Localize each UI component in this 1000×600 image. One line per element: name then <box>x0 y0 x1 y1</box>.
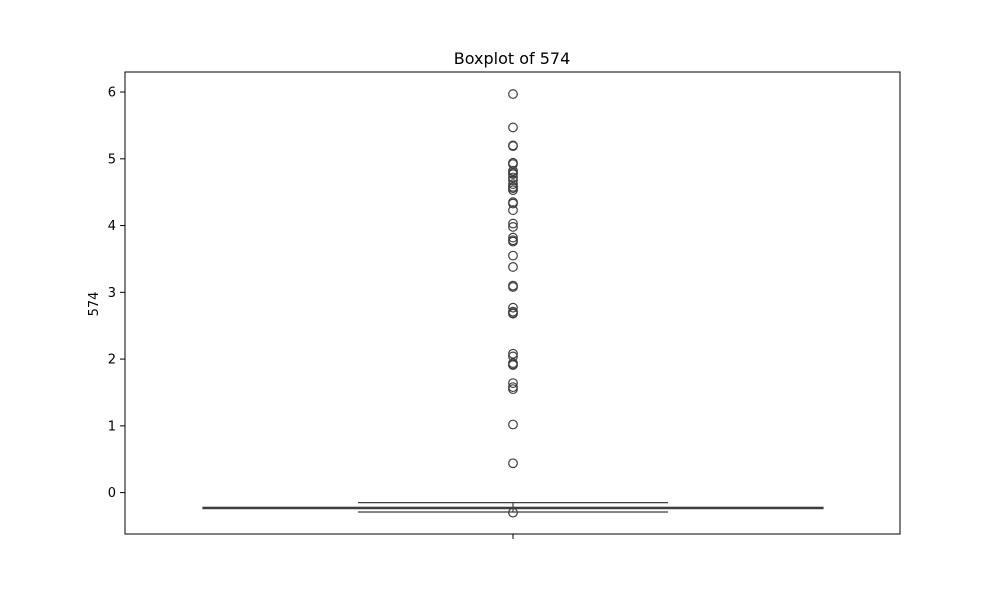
outlier-point <box>508 348 518 359</box>
outlier-point <box>508 458 518 469</box>
y-tick-label: 6 <box>108 86 116 101</box>
outlier-point <box>508 236 518 247</box>
outlier-point <box>508 218 518 229</box>
outlier-point <box>508 122 518 133</box>
outlier-point <box>508 282 518 292</box>
outlier-point <box>508 378 518 389</box>
outlier-point <box>508 419 518 430</box>
y-tick-label: 1 <box>108 419 116 434</box>
outlier-point <box>508 250 518 261</box>
boxplot <box>202 89 824 518</box>
y-axis: 0 1 2 3 4 5 6 <box>108 86 125 501</box>
outlier-point <box>508 302 518 313</box>
y-tick-label: 0 <box>108 486 116 501</box>
outlier-point <box>508 198 518 209</box>
outlier-point <box>508 232 518 243</box>
outlier-point <box>508 384 518 395</box>
outlier-point <box>508 262 518 272</box>
outlier-point <box>508 172 518 183</box>
outlier-point <box>508 141 518 152</box>
chart-title: Boxplot of 574 <box>454 49 571 68</box>
outlier-point <box>508 179 518 190</box>
outlier-point <box>508 308 518 319</box>
y-axis-label: 574 <box>87 292 102 317</box>
outlier-point <box>508 507 518 518</box>
outlier-point <box>508 185 518 196</box>
outlier-point <box>508 89 518 99</box>
y-tick-label: 4 <box>108 219 116 234</box>
outlier-point <box>508 221 518 232</box>
y-tick-label: 3 <box>108 286 116 301</box>
outlier-point <box>508 205 518 216</box>
outlier-point <box>508 360 518 370</box>
outlier-point <box>508 169 518 180</box>
y-tick-label: 2 <box>108 353 116 368</box>
y-tick-label: 5 <box>108 152 116 167</box>
